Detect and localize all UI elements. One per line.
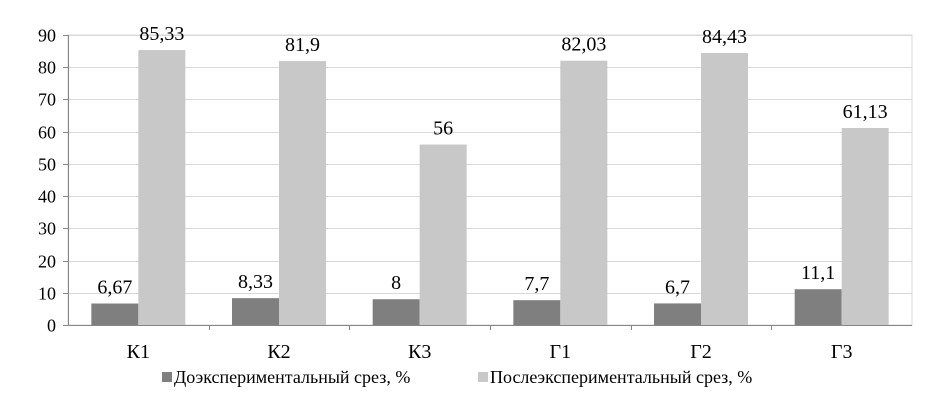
legend: Доэкспериментальный срез, % Послеэксперим…: [162, 367, 752, 387]
x-tick-label: Г1: [550, 341, 572, 363]
bar: [513, 300, 561, 325]
data-label: 8: [391, 272, 401, 294]
data-label: 7,7: [524, 273, 549, 295]
bar: [91, 303, 139, 325]
data-labels: 6,67 85,33 8,33 81,9 8 56 7,7 82,03 6,7 84,43 11,1…: [97, 23, 887, 298]
bar: [701, 52, 748, 325]
y-tick-label: 40: [38, 187, 56, 207]
legend-label: Доэкспериментальный срез, %: [174, 367, 410, 387]
y-tick-label: 80: [38, 58, 56, 78]
axes: 0 10 20 30 40 50 60 70 80 90 К1 К2 К3 Г1 Г2 Г3: [38, 26, 912, 363]
bar: [138, 50, 186, 325]
bar: [560, 60, 608, 325]
data-label: 8,33: [238, 271, 273, 293]
data-label: 84,43: [702, 26, 747, 48]
y-tick-label: 10: [38, 284, 56, 304]
plot-area-border: [67, 34, 913, 326]
legend-swatch: [162, 372, 172, 382]
bar: [794, 289, 842, 325]
gridlines: [67, 34, 913, 326]
data-label: 85,33: [139, 23, 184, 45]
x-tick-label: Г2: [690, 341, 712, 363]
bars: [91, 50, 889, 325]
x-tick-label: К1: [127, 341, 150, 363]
y-tick-label: 30: [38, 219, 56, 239]
y-tick-label: 0: [47, 316, 56, 336]
data-label: 61,13: [843, 101, 888, 123]
bar: [279, 61, 326, 325]
bar: [372, 299, 420, 325]
data-label: 81,9: [285, 34, 320, 56]
y-tick-label: 90: [38, 26, 56, 46]
legend-label: Послеэкспериментальный срез, %: [490, 367, 752, 387]
y-tick-label: 60: [38, 123, 56, 143]
data-label: 82,03: [561, 34, 606, 56]
bar: [841, 128, 889, 325]
y-tick-label: 70: [38, 90, 56, 110]
data-label: 6,7: [665, 276, 690, 298]
bar: [419, 144, 467, 325]
bar: [232, 298, 279, 325]
data-label: 6,67: [97, 277, 132, 299]
x-tick-label: К2: [267, 341, 290, 363]
data-label: 56: [433, 118, 453, 140]
y-tick-label: 50: [38, 155, 56, 175]
legend-swatch: [478, 372, 488, 382]
bar: [654, 303, 701, 325]
x-tick-label: К3: [408, 341, 431, 363]
x-tick-label: Г3: [831, 341, 853, 363]
data-label: 11,1: [801, 262, 835, 284]
y-tick-label: 20: [38, 252, 56, 272]
